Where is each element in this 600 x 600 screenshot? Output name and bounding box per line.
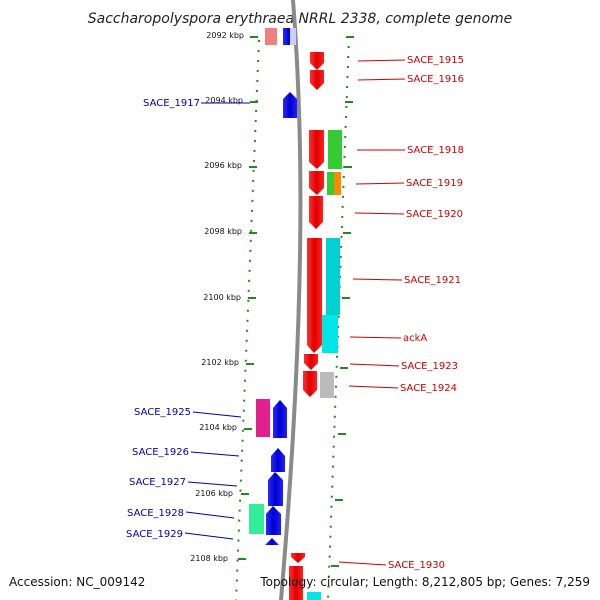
map-title: Saccharopolyspora erythraea NRRL 2338, c… <box>88 11 513 27</box>
gene-arrow-forward <box>291 553 305 563</box>
tick-labels: 2092 kbp 2094 kbp 2096 kbp 2098 kbp 2100… <box>190 31 244 563</box>
tick-label: 2094 kbp <box>205 96 243 105</box>
genome-backbone <box>279 0 303 600</box>
gene-label[interactable]: SACE_1915 <box>407 55 464 66</box>
tick-label: 2098 kbp <box>204 227 242 236</box>
gene-label[interactable]: SACE_1928 <box>127 508 184 519</box>
cog-block-cyan <box>307 592 321 600</box>
cog-block-grey <box>320 372 334 398</box>
guide-line-left <box>235 39 260 600</box>
cog-block-green <box>328 130 342 169</box>
guide-line-right <box>327 35 350 600</box>
gene-label[interactable]: SACE_1920 <box>406 209 463 220</box>
tick-marks <box>238 36 354 567</box>
cog-block-green <box>327 172 334 195</box>
gene-arrow-reverse <box>266 506 281 535</box>
gene-label[interactable]: SACE_1921 <box>404 275 461 286</box>
tick-label: 2104 kbp <box>199 423 237 432</box>
cog-block-cyan <box>326 238 340 315</box>
gene-arrow-forward <box>310 70 324 90</box>
gene-arrow-forward <box>303 371 317 397</box>
gene-label[interactable]: SACE_1923 <box>401 361 458 372</box>
label-leaders-left <box>184 102 250 540</box>
cog-block-teal <box>249 504 264 534</box>
gene-label[interactable]: SACE_1929 <box>126 529 183 540</box>
gene-label[interactable]: SACE_1926 <box>132 447 189 458</box>
gene-arrow-reverse <box>268 472 283 506</box>
gene-arrow-forward <box>310 52 324 70</box>
gene-arrow-forward <box>304 354 318 370</box>
gene-label[interactable]: SACE_1919 <box>406 178 463 189</box>
label-leaders-right <box>338 59 406 566</box>
gene-arrow-forward <box>309 196 323 229</box>
tick-label: 2096 kbp <box>204 161 242 170</box>
topology-text: Topology: circular; Length: 8,212,805 bp… <box>259 575 590 589</box>
gene-label[interactable]: SACE_1918 <box>407 145 464 156</box>
gene-arrow-reverse <box>265 538 279 545</box>
gene-labels-left: SACE_1917 SACE_1925 SACE_1926 SACE_1927 … <box>126 98 200 540</box>
tick-label: 2108 kbp <box>190 554 228 563</box>
gene-label[interactable]: ackA <box>403 333 427 344</box>
tick-label: 2106 kbp <box>195 489 233 498</box>
tick-label: 2092 kbp <box>206 31 244 40</box>
reverse-strand-genes <box>249 28 297 545</box>
cog-block-lavender <box>290 28 296 45</box>
gene-label[interactable]: SACE_1916 <box>407 74 464 85</box>
gene-arrow-reverse <box>273 400 287 438</box>
tick-label: 2102 kbp <box>201 358 239 367</box>
accession-text: Accession: NC_009142 <box>9 575 145 589</box>
cog-block-salmon <box>265 28 277 45</box>
tick-label: 2100 kbp <box>203 293 241 302</box>
gene-arrow-reverse <box>283 92 297 118</box>
gene-label[interactable]: SACE_1930 <box>388 560 445 571</box>
gene-label[interactable]: SACE_1924 <box>400 383 457 394</box>
gene-arrow-reverse <box>271 448 285 472</box>
gene-labels-right: SACE_1915 SACE_1916 SACE_1918 SACE_1919 … <box>388 55 464 571</box>
cog-block-orange <box>334 172 341 195</box>
forward-strand-genes <box>289 52 342 600</box>
cog-block-pink <box>256 399 270 437</box>
gene-arrow-forward <box>309 171 324 195</box>
gene-label[interactable]: SACE_1917 <box>143 98 200 109</box>
gene-arrow-forward <box>289 566 303 600</box>
cog-block-cyan <box>322 315 338 353</box>
gene-label[interactable]: SACE_1925 <box>134 407 191 418</box>
gene-arrow-forward <box>307 238 322 353</box>
gene-arrow-forward <box>309 130 324 169</box>
gene-label[interactable]: SACE_1927 <box>129 477 186 488</box>
